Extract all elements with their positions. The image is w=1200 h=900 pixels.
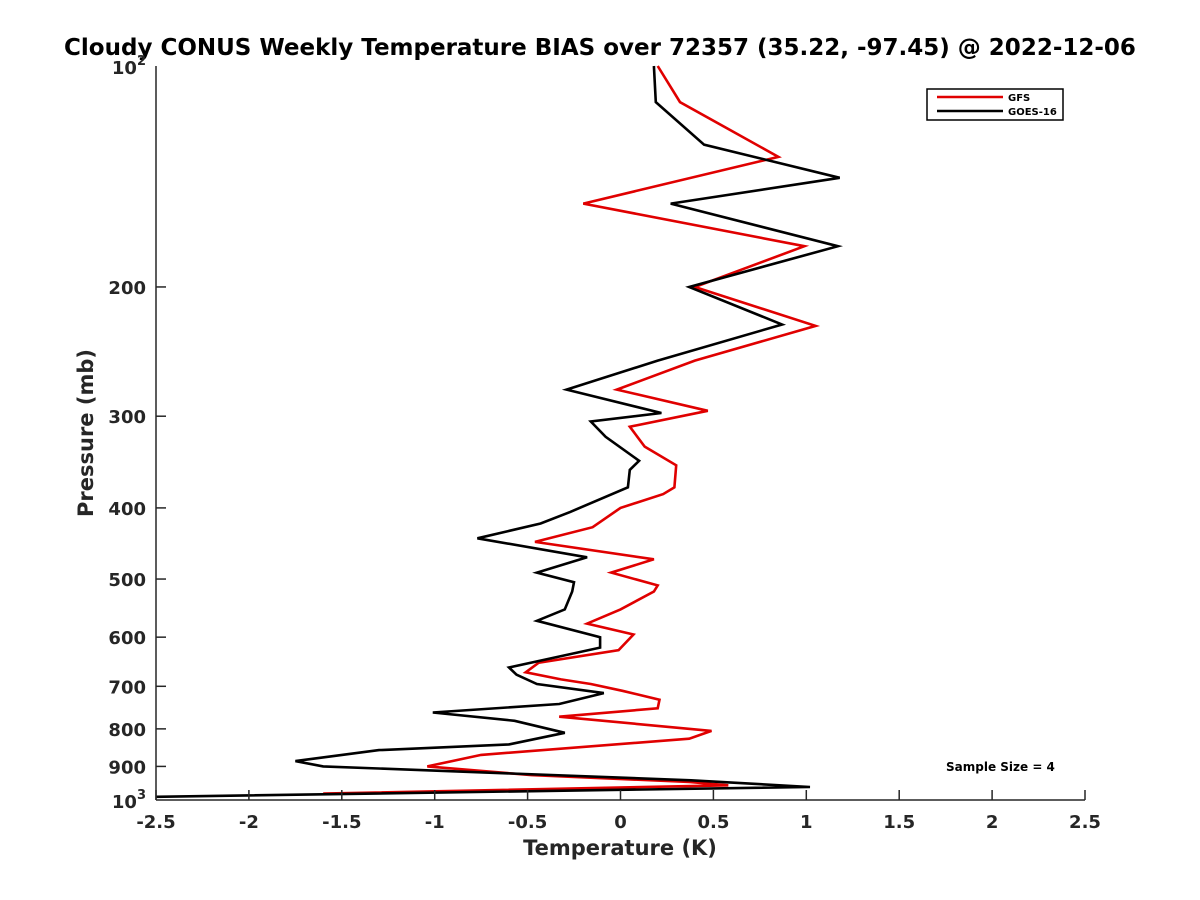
legend-label-goes16: GOES-16 (1008, 107, 1057, 118)
x-tick-label: -1.5 (322, 812, 361, 833)
x-tick-label: 1 (800, 812, 813, 833)
x-tick-label: -0.5 (508, 812, 547, 833)
y-tick-label: 500 (108, 570, 146, 591)
legend: GFS GOES-16 (926, 88, 1064, 121)
x-tick-label: 1.5 (883, 812, 915, 833)
x-axis-label: Temperature (K) (523, 836, 717, 860)
chart-title: Cloudy CONUS Weekly Temperature BIAS ove… (64, 35, 1136, 61)
y-tick-label: 800 (108, 720, 146, 741)
y-tick-label: 600 (108, 628, 146, 649)
legend-box (926, 88, 1064, 121)
x-tick-label: 2 (986, 812, 999, 833)
y-tick-label-bottom: 103 (112, 788, 146, 813)
x-tick-label: -2 (239, 812, 259, 833)
sample-size-annotation: Sample Size = 4 (946, 760, 1055, 774)
x-tick-label: 0 (614, 812, 627, 833)
y-axis-label: Pressure (mb) (74, 349, 98, 517)
series-line-0 (323, 65, 821, 795)
x-tick-label: 0.5 (697, 812, 729, 833)
x-tick-label: 2.5 (1069, 812, 1101, 833)
y-tick-label: 900 (108, 757, 146, 778)
y-tick-label: 400 (108, 499, 146, 520)
ticks-layer: -2.5 -2 -1.5 -1 -0.5 0 0.5 1 1.5 2 2.5 200 300 400 500… (108, 54, 1101, 833)
series-layer (155, 65, 843, 799)
y-tick-label-top: 102 (112, 54, 146, 79)
y-tick-label: 700 (108, 677, 146, 698)
y-tick-label: 300 (108, 407, 146, 428)
legend-label-gfs: GFS (1008, 93, 1030, 104)
y-tick-label: 200 (108, 278, 146, 299)
series-line-1 (155, 65, 843, 799)
x-tick-label: -1 (425, 812, 445, 833)
x-tick-label: -2.5 (136, 812, 175, 833)
